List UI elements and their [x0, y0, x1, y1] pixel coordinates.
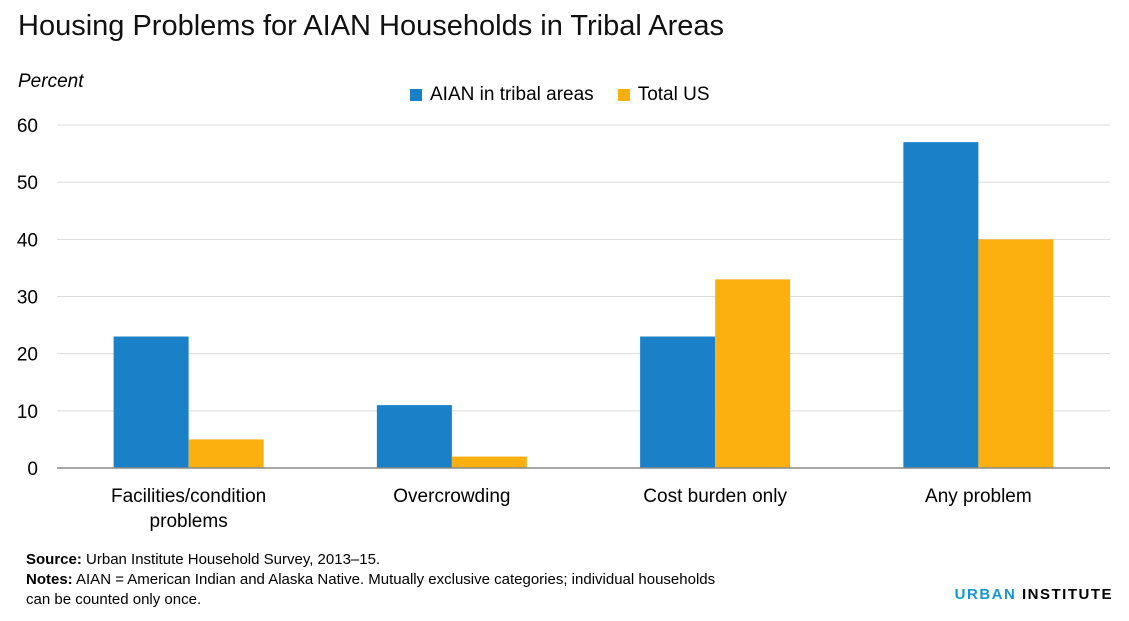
bar	[113, 336, 189, 468]
x-tick-label: Any problem	[925, 486, 1032, 507]
urban-institute-logo: URBAN INSTITUTE	[955, 586, 1113, 603]
bar	[188, 439, 264, 468]
x-tick-label: problems	[150, 511, 228, 532]
source-label: Source:	[26, 551, 82, 568]
notes-text: AIAN = American Indian and Alaska Native…	[26, 571, 716, 608]
x-tick-label: Overcrowding	[393, 486, 510, 507]
legend-swatch	[617, 89, 630, 101]
source-note: Source: Urban Institute Household Survey…	[26, 550, 726, 570]
legend-label: AIAN in tribal areas	[430, 84, 594, 105]
y-tick-label: 60	[17, 116, 38, 137]
y-tick-label: 20	[17, 345, 38, 366]
bar	[903, 142, 979, 468]
y-tick-label: 50	[17, 173, 38, 194]
y-tick-label: 40	[17, 230, 38, 251]
y-tick-label: 10	[17, 402, 38, 423]
footnotes: Source: Urban Institute Household Survey…	[26, 550, 726, 610]
bar	[451, 456, 527, 468]
bar-chart: 0 10 20 30 40 50 60 Facilities/condition problem…	[17, 116, 1110, 532]
logo-part1: URBAN	[954, 586, 1017, 603]
legend-swatch	[410, 89, 422, 101]
bar	[376, 405, 452, 468]
x-tick-label: Facilities/condition	[111, 486, 266, 507]
legend-label: Total US	[637, 84, 710, 105]
source-text: Urban Institute Household Survey, 2013–1…	[81, 551, 381, 568]
bar	[640, 336, 716, 468]
y-axis-label: Percent	[18, 71, 84, 92]
y-tick-label: 30	[17, 288, 38, 309]
bar	[978, 239, 1054, 468]
bar	[715, 279, 791, 468]
legend-item-total-us: Total US	[617, 84, 710, 106]
logo-part2: INSTITUTE	[1016, 586, 1113, 603]
chart-title: Housing Problems for AIAN Households in …	[18, 10, 725, 42]
notes-label: Notes:	[26, 571, 73, 588]
y-tick-label: 0	[27, 459, 38, 480]
notes: Notes: AIAN = American Indian and Alaska…	[26, 570, 726, 610]
legend: AIAN in tribal areas Total US	[410, 84, 710, 106]
x-tick-label: Cost burden only	[643, 486, 787, 507]
legend-item-aian: AIAN in tribal areas	[410, 84, 594, 106]
